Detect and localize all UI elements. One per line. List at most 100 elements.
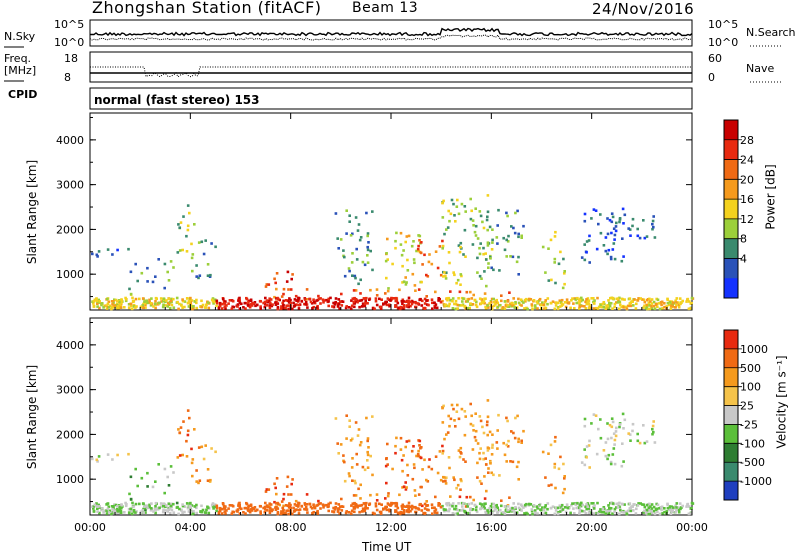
power-cell — [282, 287, 286, 291]
velocity-cell — [414, 506, 418, 510]
power-cell — [690, 296, 694, 300]
velocity-cell — [572, 507, 575, 510]
power-cell — [520, 299, 524, 303]
velocity-cell — [286, 504, 290, 507]
velocity-cell — [374, 502, 378, 505]
power-cell — [610, 231, 613, 235]
velocity-cell — [556, 512, 560, 516]
velocity-cell — [517, 478, 520, 481]
velocity-cell — [186, 409, 190, 412]
power-cell — [471, 219, 475, 222]
velocity-cell — [448, 424, 451, 428]
velocity-cell — [530, 509, 534, 513]
power-cell — [456, 278, 460, 282]
power-cell — [512, 303, 516, 307]
power-cell — [563, 282, 566, 286]
velocity-cell — [670, 509, 673, 512]
velocity-cell — [660, 506, 663, 509]
velocity-cell — [456, 403, 459, 407]
freq-unit-label: [MHz] — [4, 64, 37, 77]
velocity-cell — [555, 506, 558, 509]
velocity-cell — [168, 511, 172, 515]
power-cell — [544, 299, 547, 302]
power-cell — [256, 303, 259, 307]
velocity-cell — [454, 504, 458, 508]
velocity-cell — [339, 505, 342, 509]
power-cell — [523, 307, 526, 310]
velocity-cell — [609, 462, 613, 466]
velocity-cell — [469, 495, 472, 499]
velocity-cell — [421, 468, 424, 471]
power-cell — [671, 301, 675, 304]
power-cell — [514, 211, 517, 215]
velocity-cell — [253, 506, 257, 509]
velocity-cell — [215, 509, 218, 513]
power-cell — [439, 273, 443, 277]
velocity-cell — [413, 489, 417, 492]
velocity-cell — [312, 505, 316, 509]
power-cell — [238, 307, 242, 310]
power-cell — [297, 296, 300, 300]
velocity-cell — [185, 455, 189, 458]
velocity-cell — [183, 510, 186, 514]
power-cell — [608, 218, 612, 222]
velocity-cell — [600, 510, 604, 514]
power-cell — [553, 257, 557, 261]
velocity-cell — [186, 506, 190, 510]
velocity-cell — [607, 511, 611, 515]
velocity-cell — [166, 475, 169, 479]
power-cell — [452, 202, 455, 206]
velocity-cell — [457, 502, 460, 505]
power-cell — [621, 237, 624, 240]
power-cell — [176, 251, 180, 254]
velocity-cell — [560, 503, 564, 507]
velocity-cell — [488, 430, 492, 434]
power-cell — [285, 280, 289, 283]
power-cell — [116, 300, 119, 303]
velocity-cell — [590, 502, 593, 505]
x-tick-label: 00:00 — [676, 521, 708, 534]
velocity-cell — [434, 495, 437, 499]
power-cell — [626, 304, 630, 308]
power-cell — [515, 306, 519, 309]
velocity-cell — [606, 437, 610, 441]
velocity-cell — [186, 429, 190, 433]
power-cell — [304, 301, 308, 304]
power-cell — [588, 304, 591, 307]
power-cell — [404, 283, 408, 286]
velocity-cell — [420, 485, 423, 489]
power-cell — [517, 273, 520, 276]
power-cell — [623, 213, 627, 217]
power-cell — [588, 261, 591, 264]
power-colorbar-swatch — [724, 199, 738, 220]
freq-label: Freq. — [4, 52, 32, 65]
velocity-cell — [426, 480, 430, 483]
power-cell — [647, 301, 651, 304]
velocity-cell — [463, 433, 467, 437]
velocity-cell — [146, 506, 149, 510]
power-cell — [96, 255, 99, 258]
power-cell — [450, 198, 454, 202]
velocity-cell — [217, 512, 221, 515]
velocity-cell — [611, 453, 615, 456]
velocity-cell — [139, 510, 143, 514]
velocity-cell — [486, 433, 489, 437]
velocity-cell — [466, 505, 469, 508]
power-cell — [621, 207, 625, 211]
velocity-cell — [457, 417, 461, 421]
velocity-cell — [366, 437, 370, 440]
velocity-cell — [347, 511, 351, 514]
power-cell — [417, 244, 420, 248]
power-cell — [637, 297, 640, 300]
power-cell — [483, 270, 486, 273]
power-cell — [164, 304, 167, 307]
velocity-cell — [650, 507, 654, 510]
velocity-cell — [291, 512, 294, 516]
velocity-cell — [594, 414, 598, 417]
velocity-cell — [164, 509, 167, 512]
velocity-cell — [265, 509, 269, 512]
power-cell — [218, 301, 222, 305]
power-cell — [282, 306, 286, 310]
power-cell — [245, 297, 249, 301]
velocity-cell — [668, 506, 672, 509]
